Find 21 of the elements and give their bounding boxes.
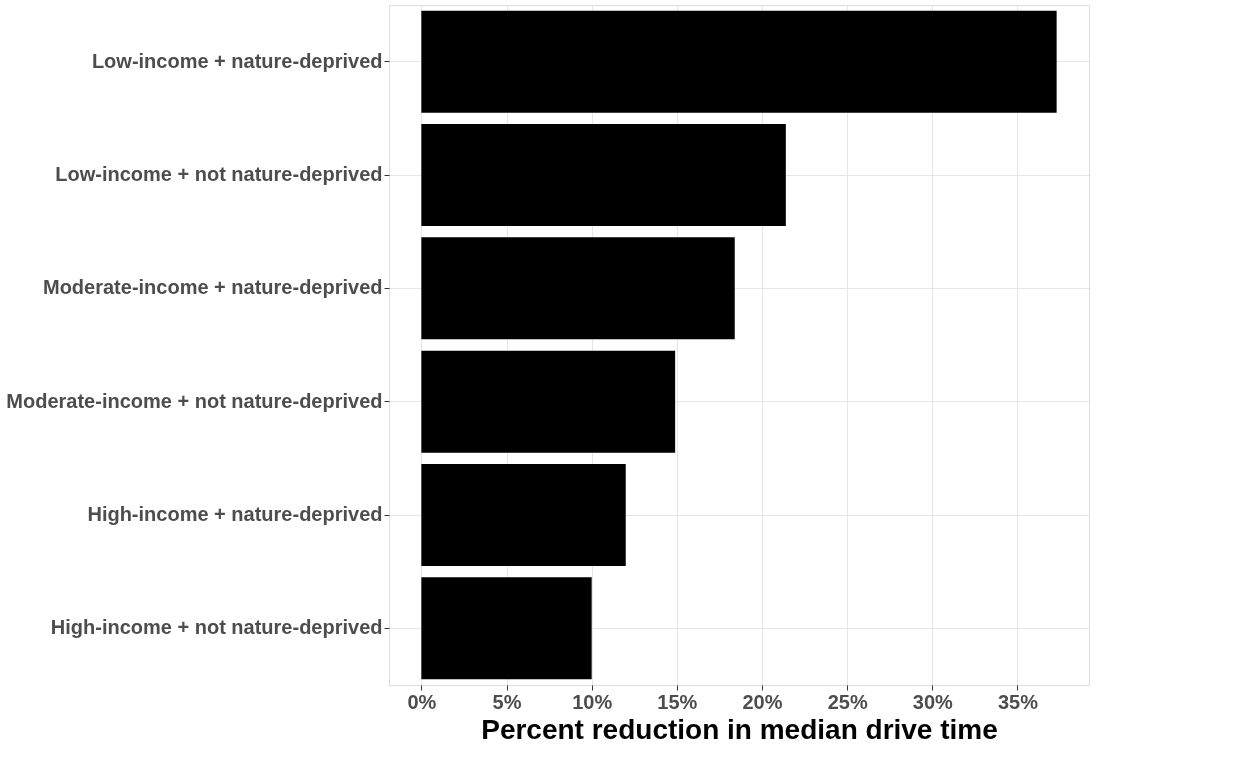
- x-tick-label: 35%: [997, 690, 1039, 713]
- y-tick-label: High-income + nature-deprived: [87, 503, 383, 525]
- x-tick-label: 10%: [572, 690, 613, 713]
- y-tick-label: High-income + not nature-deprived: [50, 616, 383, 639]
- x-tick-label: 15%: [657, 690, 698, 713]
- y-tick-label: Moderate-income + not nature-deprived: [6, 389, 383, 412]
- bar: [421, 124, 786, 226]
- bar: [421, 237, 735, 340]
- x-axis-title: Percent reduction in median drive time: [481, 713, 998, 745]
- x-tick-label: 30%: [912, 690, 954, 713]
- bar: [421, 577, 592, 680]
- x-tick-label: 5%: [492, 690, 522, 713]
- y-tick-label: Moderate-income + nature-deprived: [42, 276, 383, 299]
- bar: [421, 464, 626, 566]
- x-tick-label: 20%: [742, 690, 783, 713]
- bar: [421, 350, 676, 453]
- y-tick-label: Low-income + not nature-deprived: [55, 163, 383, 185]
- x-tick-label: 0%: [407, 690, 437, 713]
- y-tick-label: Low-income + nature-deprived: [91, 49, 383, 72]
- bar: [421, 10, 1057, 113]
- x-tick-label: 25%: [827, 690, 868, 713]
